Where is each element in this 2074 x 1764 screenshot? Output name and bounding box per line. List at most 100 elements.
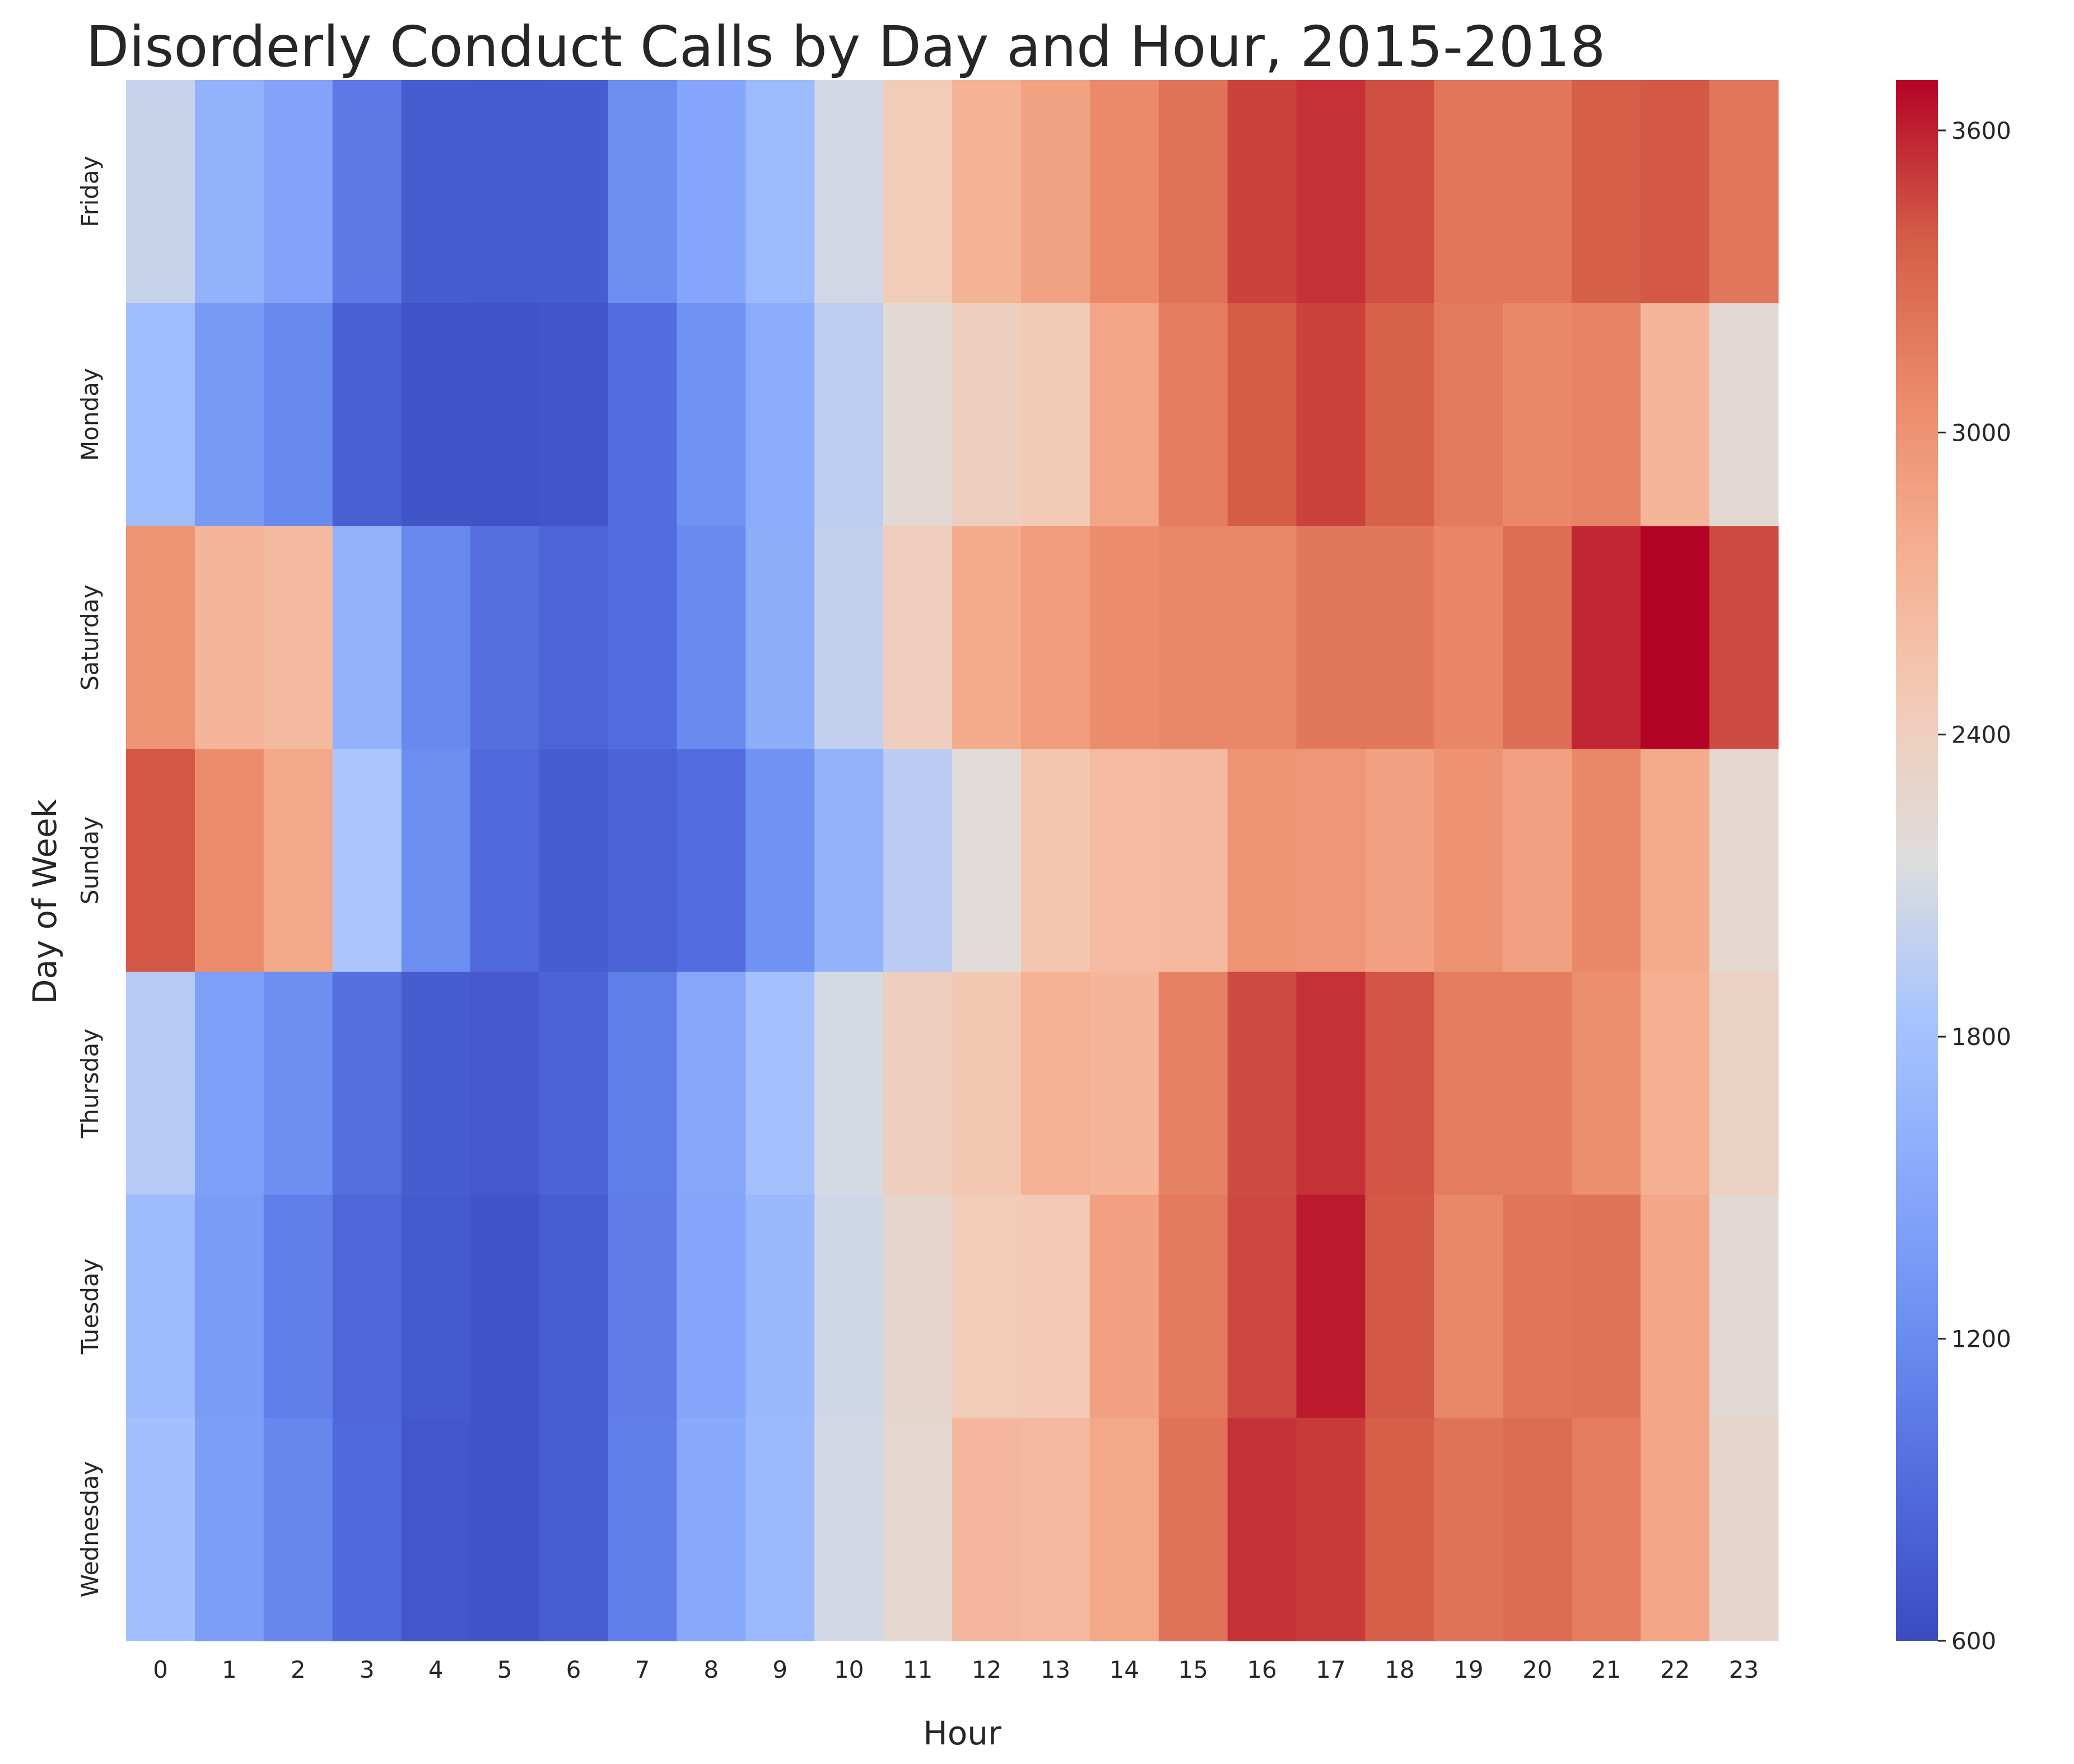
heatmap-cell-saturday-22	[1640, 526, 1710, 750]
x-tick-label: 5	[497, 1656, 512, 1683]
x-tick-label: 4	[428, 1656, 444, 1683]
heatmap-cell-tuesday-0	[126, 1194, 195, 1418]
x-tick-label: 7	[635, 1656, 650, 1683]
heatmap-cell-saturday-13	[1020, 526, 1090, 750]
heatmap-cell-tuesday-2	[263, 1194, 333, 1418]
heatmap-cell-thursday-21	[1572, 972, 1641, 1196]
heatmap-cell-saturday-5	[470, 526, 540, 750]
x-tick-label: 16	[1247, 1656, 1276, 1683]
heatmap-cell-thursday-8	[677, 972, 746, 1196]
heatmap-cell-friday-5	[470, 80, 540, 304]
heatmap-cell-tuesday-12	[952, 1194, 1022, 1418]
x-axis-label: Hour	[923, 1714, 1001, 1752]
heatmap-cell-saturday-17	[1296, 526, 1366, 750]
heatmap-cell-friday-9	[745, 80, 815, 304]
y-tick-label: Saturday	[76, 585, 104, 690]
heatmap-cell-saturday-12	[952, 526, 1022, 750]
heatmap-cell-wednesday-5	[470, 1417, 540, 1641]
heatmap-cell-friday-8	[677, 80, 746, 304]
heatmap-cell-tuesday-3	[332, 1194, 402, 1418]
heatmap-cell-tuesday-17	[1296, 1194, 1366, 1418]
heatmap-cell-thursday-1	[194, 972, 264, 1196]
heatmap-cell-thursday-12	[952, 972, 1022, 1196]
heatmap-cell-monday-17	[1296, 303, 1366, 526]
heatmap-cell-saturday-1	[194, 526, 264, 750]
y-tick-label: Tuesday	[76, 1258, 104, 1355]
heatmap-cell-wednesday-6	[539, 1417, 609, 1641]
heatmap-cell-saturday-3	[332, 526, 402, 750]
heatmap-cell-tuesday-10	[814, 1194, 884, 1418]
heatmap-cell-sunday-21	[1572, 749, 1641, 973]
heatmap-cell-sunday-3	[332, 749, 402, 973]
heatmap-cell-wednesday-2	[263, 1417, 333, 1641]
heatmap-cell-tuesday-16	[1227, 1194, 1297, 1418]
x-tick-label: 18	[1385, 1656, 1414, 1683]
heatmap-cell-tuesday-7	[608, 1194, 677, 1418]
heatmap-cell-friday-18	[1365, 80, 1435, 304]
heatmap-cell-tuesday-15	[1158, 1194, 1228, 1418]
heatmap-cell-saturday-9	[745, 526, 815, 750]
heatmap-cell-tuesday-18	[1365, 1194, 1435, 1418]
heatmap-cell-friday-3	[332, 80, 402, 304]
y-tick-label: Wednesday	[76, 1461, 104, 1597]
heatmap-cell-wednesday-4	[401, 1417, 471, 1641]
heatmap-cell-sunday-13	[1020, 749, 1090, 973]
heatmap-cell-thursday-6	[539, 972, 609, 1196]
heatmap-cell-tuesday-22	[1640, 1194, 1710, 1418]
x-tick-label: 21	[1591, 1656, 1621, 1683]
heatmap-cell-monday-2	[263, 303, 333, 526]
heatmap-cell-wednesday-12	[952, 1417, 1022, 1641]
x-tick-label: 6	[566, 1656, 581, 1683]
heatmap-cell-tuesday-11	[883, 1194, 953, 1418]
heatmap-cell-monday-16	[1227, 303, 1297, 526]
heatmap-cell-friday-1	[194, 80, 264, 304]
heatmap-cell-wednesday-15	[1158, 1417, 1228, 1641]
heatmap-cell-sunday-5	[470, 749, 540, 973]
colorbar-tick-label: 3000	[1951, 419, 2011, 446]
heatmap-cell-sunday-6	[539, 749, 609, 973]
heatmap-cell-monday-0	[126, 303, 195, 526]
heatmap-cell-tuesday-4	[401, 1194, 471, 1418]
heatmap-cell-monday-9	[745, 303, 815, 526]
heatmap-cell-thursday-10	[814, 972, 884, 1196]
heatmap-cell-wednesday-9	[745, 1417, 815, 1641]
heatmap-cell-saturday-18	[1365, 526, 1435, 750]
heatmap-cell-wednesday-7	[608, 1417, 677, 1641]
heatmap-cell-saturday-2	[263, 526, 333, 750]
heatmap-cell-wednesday-18	[1365, 1417, 1435, 1641]
heatmap-cell-thursday-13	[1020, 972, 1090, 1196]
x-tick-label: 8	[703, 1656, 719, 1683]
y-axis-label: Day of Week	[26, 799, 64, 1004]
heatmap-cell-thursday-20	[1503, 972, 1572, 1196]
heatmap-cell-tuesday-21	[1572, 1194, 1641, 1418]
heatmap-cell-saturday-19	[1434, 526, 1503, 750]
heatmap-cell-tuesday-1	[194, 1194, 264, 1418]
heatmap-cell-saturday-16	[1227, 526, 1297, 750]
heatmap-cell-thursday-22	[1640, 972, 1710, 1196]
heatmap-cell-wednesday-19	[1434, 1417, 1503, 1641]
heatmap-cell-wednesday-3	[332, 1417, 402, 1641]
heatmap-cell-thursday-23	[1709, 972, 1779, 1196]
heatmap-cell-saturday-0	[126, 526, 195, 750]
heatmap-cell-sunday-23	[1709, 749, 1779, 973]
heatmap-cell-sunday-19	[1434, 749, 1503, 973]
heatmap-cell-thursday-15	[1158, 972, 1228, 1196]
heatmap-cell-saturday-15	[1158, 526, 1228, 750]
heatmap-cell-monday-6	[539, 303, 609, 526]
heatmap-cell-sunday-8	[677, 749, 746, 973]
heatmap-cell-monday-18	[1365, 303, 1435, 526]
heatmap-cell-friday-15	[1158, 80, 1228, 304]
x-tick-labels: 0 1 2 3 4 5 6 7 8 9 10 11 12 13 14 15 16 17 18 19 20 21 22 23	[153, 1656, 1759, 1683]
heatmap-cell-sunday-9	[745, 749, 815, 973]
heatmap-cell-friday-7	[608, 80, 677, 304]
x-tick-label: 10	[834, 1656, 864, 1683]
heatmap-cell-tuesday-6	[539, 1194, 609, 1418]
heatmap-cell-sunday-17	[1296, 749, 1366, 973]
heatmap-cell-wednesday-22	[1640, 1417, 1710, 1641]
x-tick-label: 22	[1660, 1656, 1690, 1683]
heatmap-cell-thursday-9	[745, 972, 815, 1196]
heatmap-cell-monday-22	[1640, 303, 1710, 526]
heatmap-cell-thursday-5	[470, 972, 540, 1196]
heatmap-cell-wednesday-8	[677, 1417, 746, 1641]
heatmap-cell-saturday-14	[1089, 526, 1159, 750]
